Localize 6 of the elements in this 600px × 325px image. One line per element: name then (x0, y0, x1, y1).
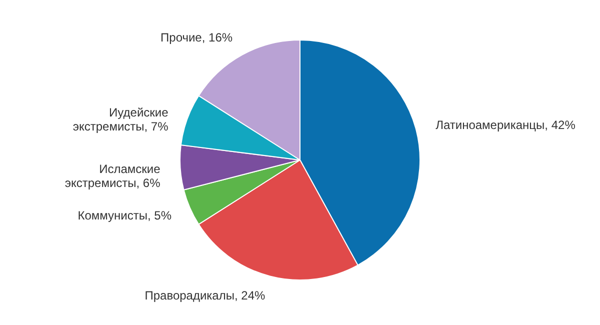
slice-label: Иудейские экстремисты, 7% (72, 106, 169, 134)
slice-label: Коммунисты, 5% (78, 208, 172, 223)
slice-label: Латиноамериканцы, 42% (436, 118, 576, 132)
slice-label: Исламские экстремисты, 6% (64, 162, 161, 190)
slice-label: Прочие, 16% (160, 30, 233, 44)
slice-label: Праворадикалы, 24% (144, 288, 266, 303)
